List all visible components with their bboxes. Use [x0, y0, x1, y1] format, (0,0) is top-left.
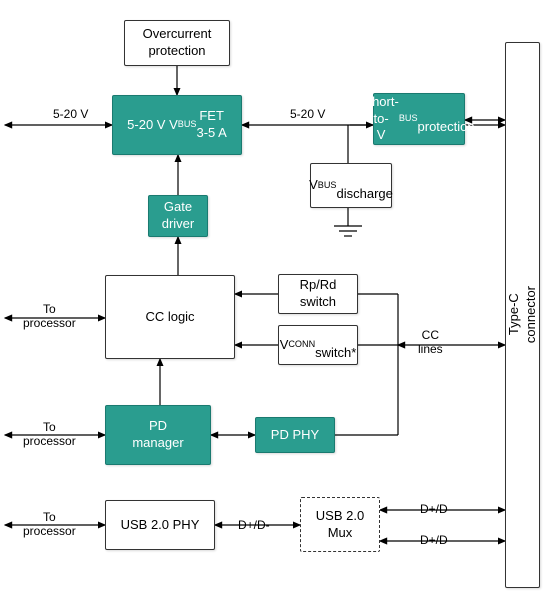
block-short-prot: Short-to-VBUSprotection — [373, 93, 465, 145]
block-vbus-disch: VBUSdischarge — [310, 163, 392, 208]
label-dpdm-mid: D+/D- — [238, 518, 270, 532]
block-rprd: Rp/Rdswitch — [278, 274, 358, 314]
block-gate-driver: Gatedriver — [148, 195, 208, 237]
label-to-proc1: Toprocessor — [23, 302, 76, 331]
label-v-mid: 5-20 V — [290, 107, 325, 121]
label-dpdm-r2: D+/D- — [420, 533, 452, 547]
block-overcurrent: Overcurrentprotection — [124, 20, 230, 66]
type-c-connector: Type-Cconnector — [505, 42, 540, 588]
block-pd-phy: PD PHY — [255, 417, 335, 453]
ground-symbol — [334, 226, 362, 236]
block-usb-phy: USB 2.0 PHY — [105, 500, 215, 550]
type-c-label: Type-Cconnector — [506, 286, 540, 343]
block-usb-mux: USB 2.0Mux — [300, 497, 380, 552]
label-v-left: 5-20 V — [53, 107, 88, 121]
block-vbus-fet: 5-20 V VBUS FET3-5 A — [112, 95, 242, 155]
block-pd-manager: PDmanager — [105, 405, 211, 465]
label-to-proc3: Toprocessor — [23, 510, 76, 539]
block-cc-logic: CC logic — [105, 275, 235, 359]
label-dpdm-r1: D+/D- — [420, 502, 452, 516]
label-to-proc2: Toprocessor — [23, 420, 76, 449]
block-vconn: VCONNswitch* — [278, 325, 358, 365]
label-cc-lines: CClines — [418, 328, 443, 357]
